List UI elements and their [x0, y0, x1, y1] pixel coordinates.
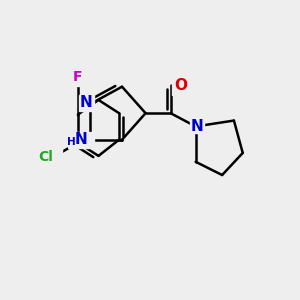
- Bar: [68, 132, 94, 148]
- Bar: [172, 79, 187, 95]
- Text: Cl: Cl: [38, 150, 53, 164]
- Bar: [41, 148, 62, 165]
- Bar: [190, 117, 205, 133]
- Text: N: N: [190, 119, 203, 134]
- Text: N: N: [80, 94, 92, 110]
- Text: F: F: [73, 70, 83, 84]
- Text: N: N: [74, 132, 87, 147]
- Bar: [71, 70, 85, 86]
- Bar: [79, 95, 94, 111]
- Text: H: H: [67, 137, 76, 147]
- Text: O: O: [174, 78, 187, 93]
